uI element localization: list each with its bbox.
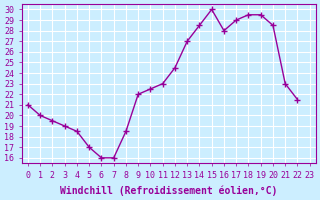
X-axis label: Windchill (Refroidissement éolien,°C): Windchill (Refroidissement éolien,°C) (60, 185, 277, 196)
